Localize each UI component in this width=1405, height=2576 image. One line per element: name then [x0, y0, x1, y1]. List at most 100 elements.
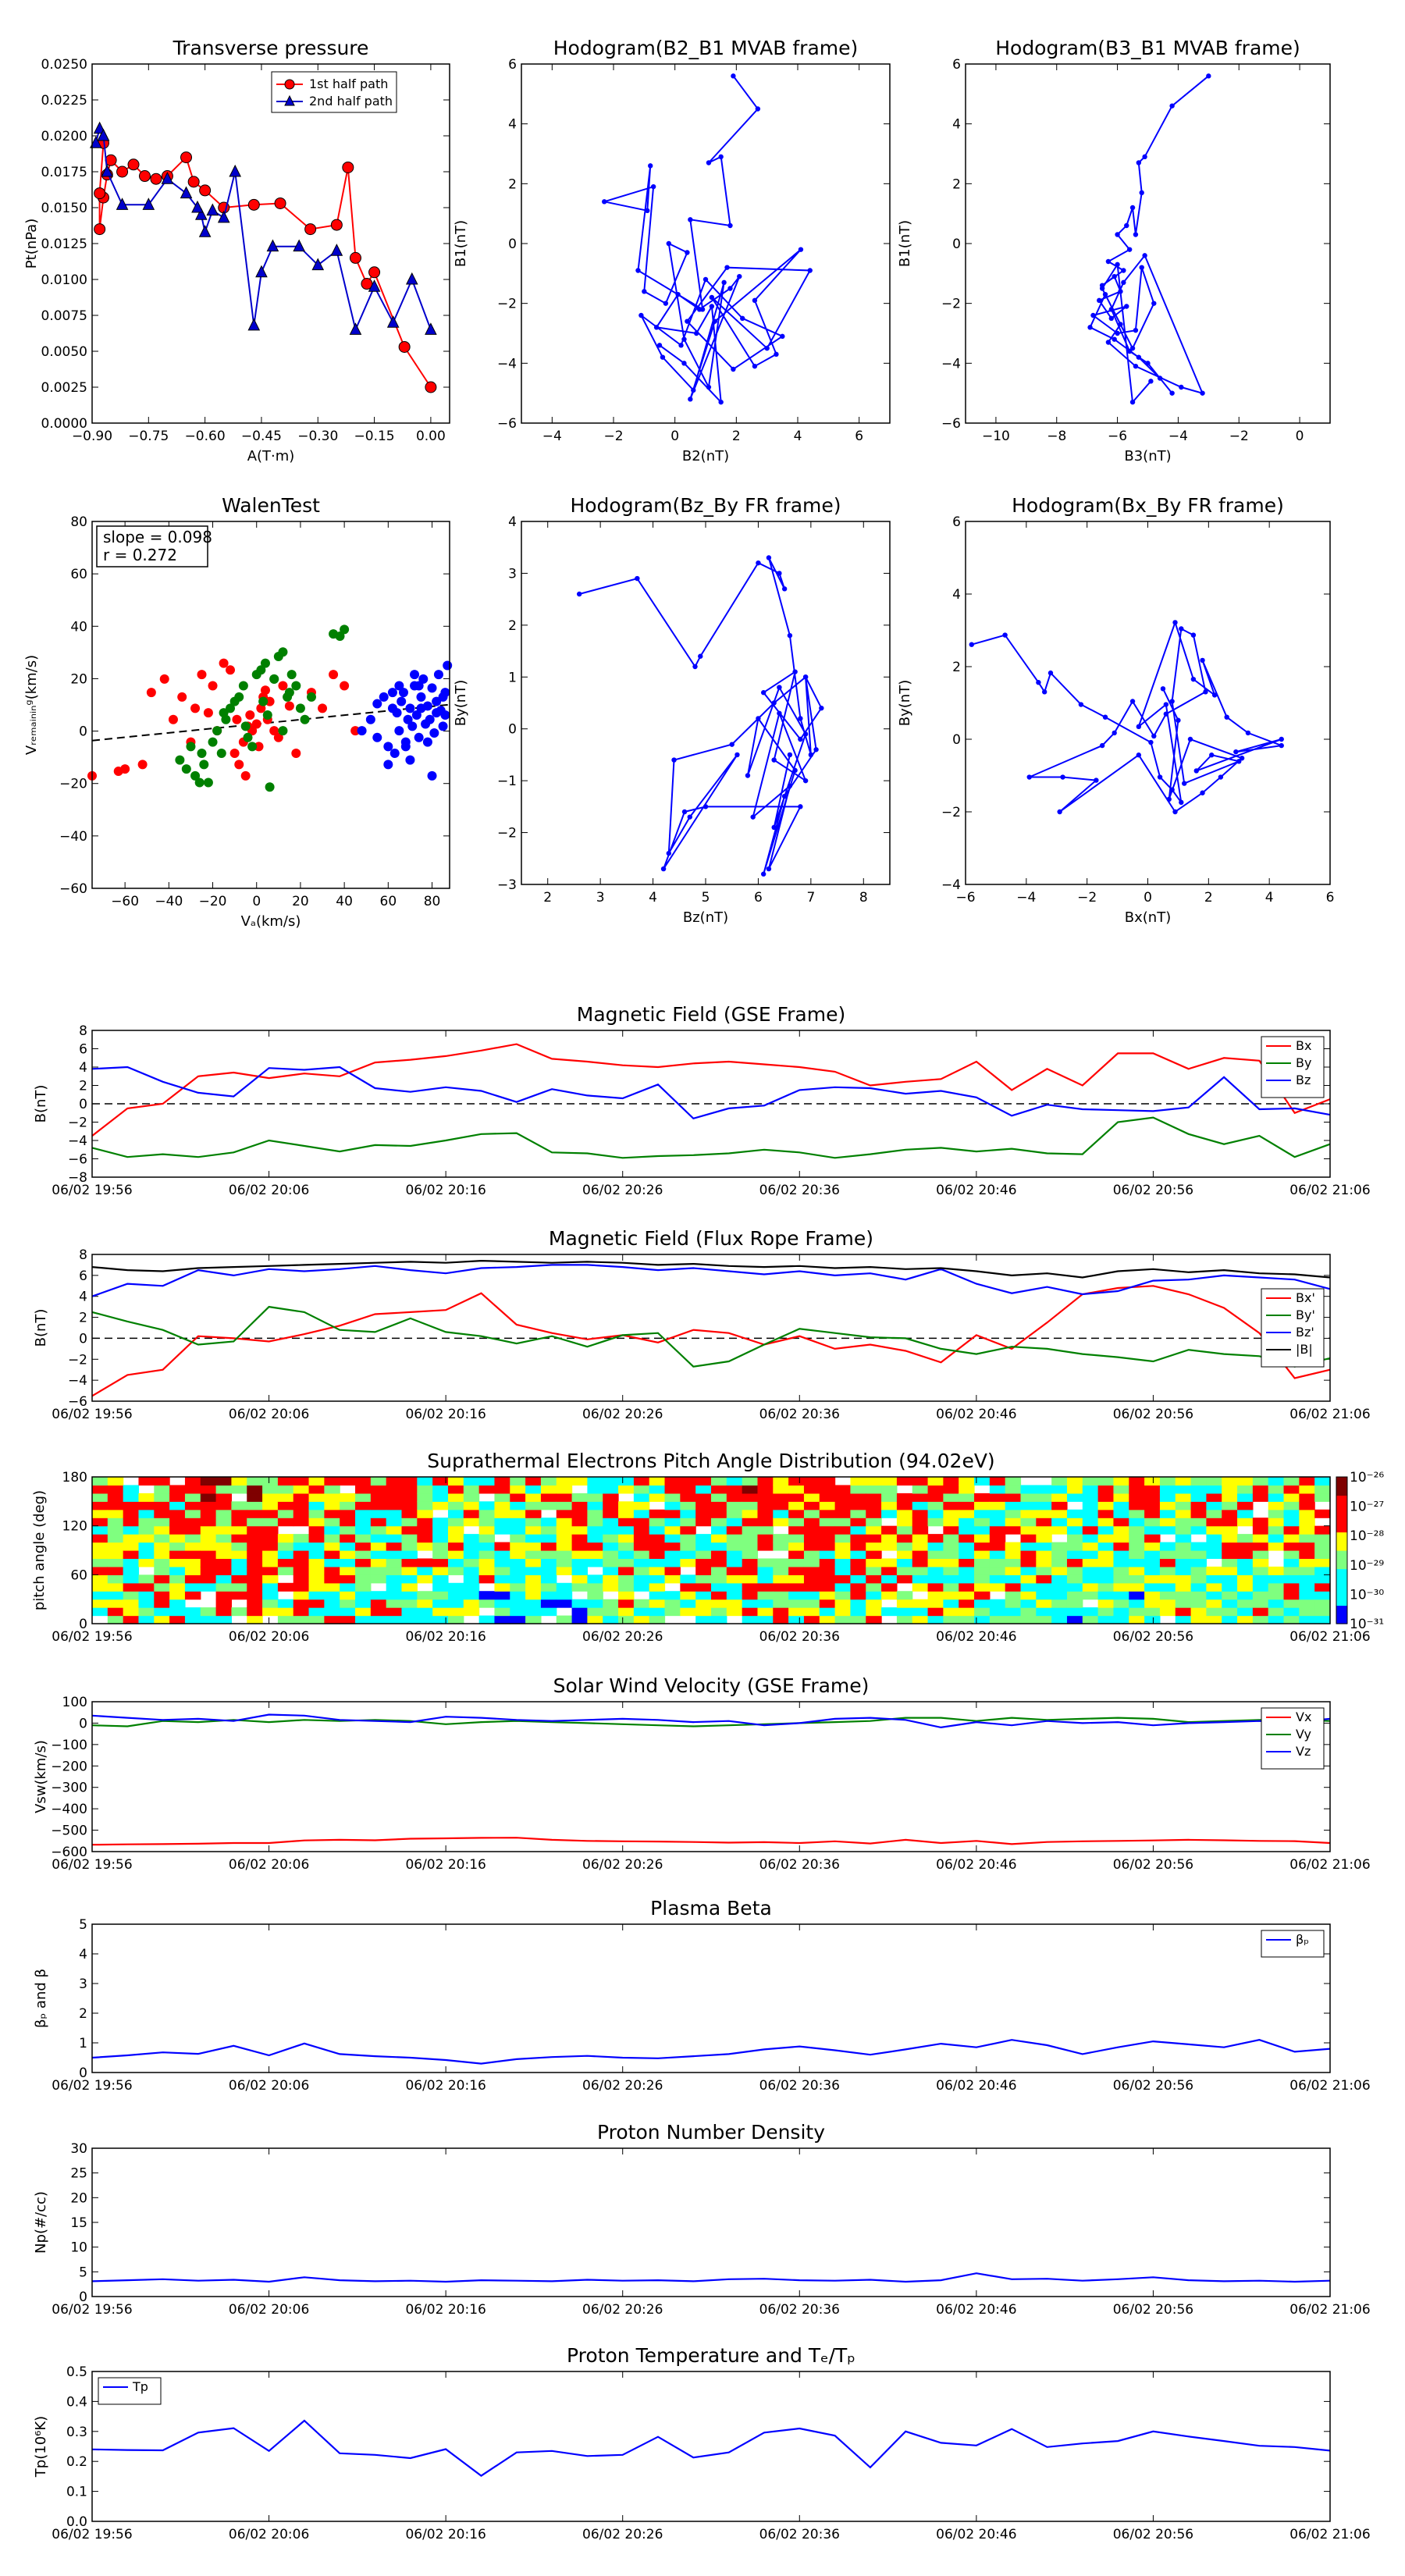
heatmap-cell — [633, 1509, 650, 1518]
data-point — [229, 748, 240, 758]
data-point — [1090, 312, 1096, 318]
data-point — [718, 399, 724, 405]
data-point — [291, 681, 301, 691]
data-point — [1133, 232, 1139, 237]
heatmap-cell — [1252, 1542, 1269, 1551]
heatmap-cell — [927, 1607, 944, 1617]
heatmap-cell — [1175, 1501, 1192, 1510]
heatmap-cell — [1252, 1477, 1269, 1486]
data-point — [197, 748, 207, 758]
heatmap-cell — [618, 1591, 635, 1600]
heatmap-cell — [819, 1582, 836, 1592]
heatmap-cell — [370, 1599, 387, 1608]
x-tick-label: 06/02 20:56 — [1113, 1629, 1193, 1645]
heatmap-cell — [386, 1582, 403, 1592]
heatmap-cell — [463, 1542, 480, 1551]
heatmap-cell — [587, 1607, 603, 1617]
x-tick-label: 06/02 20:46 — [936, 1629, 1016, 1645]
heatmap-cell — [138, 1534, 155, 1543]
heatmap-cell — [293, 1574, 310, 1584]
heatmap-cell — [340, 1509, 356, 1518]
heatmap-cell — [277, 1501, 294, 1510]
y-tick-label: 5 — [79, 2265, 87, 2280]
heatmap-cell — [1206, 1534, 1222, 1543]
heatmap-cell — [92, 1501, 108, 1510]
heatmap-cell — [1237, 1607, 1254, 1617]
heatmap-cell — [1005, 1558, 1022, 1567]
data-point — [798, 716, 803, 721]
heatmap-cell — [525, 1599, 542, 1608]
heatmap-cell — [293, 1599, 310, 1608]
colorbar-frame — [1336, 1476, 1348, 1624]
data-point — [291, 748, 301, 758]
heatmap-cell — [912, 1566, 929, 1575]
heatmap-cell — [695, 1615, 712, 1624]
data-point — [1121, 279, 1126, 286]
data-point — [94, 223, 106, 236]
heatmap-cell — [649, 1525, 666, 1535]
heatmap-cell — [603, 1599, 619, 1608]
data-point — [397, 696, 407, 706]
heatmap-cell — [510, 1501, 526, 1510]
chart-pad: Suprathermal Electrons Pitch Angle Distr… — [31, 1450, 1384, 1645]
heatmap-cell — [695, 1574, 712, 1584]
heatmap-cell — [819, 1485, 836, 1494]
heatmap-cell — [1082, 1542, 1099, 1551]
y-tick-label: −6 — [68, 1152, 87, 1168]
data-point — [756, 716, 761, 721]
colorbar-segment — [1336, 1587, 1347, 1592]
data-point — [1102, 714, 1108, 720]
heatmap-cell — [401, 1501, 418, 1510]
heatmap-cell — [819, 1558, 836, 1567]
heatmap-cell — [974, 1517, 991, 1527]
data-point — [777, 710, 782, 716]
heatmap-cell — [154, 1558, 170, 1567]
heatmap-cell — [556, 1599, 573, 1608]
heatmap-cell — [803, 1599, 820, 1608]
colorbar-segment — [1336, 1488, 1347, 1493]
data-point — [208, 737, 218, 747]
heatmap-cell — [510, 1591, 526, 1600]
heatmap-cell — [340, 1591, 356, 1600]
y-tick-label: 0.0150 — [41, 201, 87, 216]
data-point — [372, 699, 382, 709]
heatmap-cell — [324, 1607, 340, 1617]
y-tick-label: 6 — [952, 57, 961, 73]
data-point — [1099, 742, 1105, 749]
data-point — [137, 760, 148, 770]
heatmap-cell — [819, 1550, 836, 1560]
heatmap-cell — [1066, 1477, 1083, 1486]
colorbar-segment — [1336, 1594, 1347, 1599]
data-point — [443, 660, 453, 671]
heatmap-cell — [386, 1517, 403, 1527]
heatmap-cell — [386, 1493, 403, 1502]
data-point — [755, 106, 761, 112]
heatmap-cell — [92, 1599, 108, 1608]
heatmap-cell — [1175, 1591, 1192, 1600]
colorbar-segment — [1336, 1521, 1347, 1525]
heatmap-cell — [850, 1566, 866, 1575]
heatmap-cell — [107, 1607, 124, 1617]
heatmap-cell — [726, 1599, 743, 1608]
heatmap-cell — [742, 1582, 759, 1592]
data-point — [1236, 759, 1242, 764]
heatmap-cell — [912, 1582, 929, 1592]
heatmap-cell — [231, 1501, 247, 1510]
heatmap-cell — [1314, 1525, 1331, 1535]
heatmap-cell — [231, 1582, 247, 1592]
y-tick-label: 3 — [79, 1976, 87, 1992]
x-tick-label: 0 — [252, 894, 261, 909]
data-point — [696, 307, 702, 312]
heatmap-cell — [603, 1517, 619, 1527]
heatmap-cell — [618, 1517, 635, 1527]
y-tick-label: 8 — [79, 1023, 87, 1039]
heatmap-cell — [525, 1615, 542, 1624]
heatmap-cell — [340, 1501, 356, 1510]
data-point — [787, 632, 793, 639]
heatmap-cell — [649, 1550, 666, 1560]
heatmap-cell — [308, 1558, 325, 1567]
heatmap-cell — [1066, 1542, 1083, 1551]
data-point — [365, 714, 375, 724]
data-point — [760, 690, 767, 696]
heatmap-cell — [540, 1582, 557, 1592]
